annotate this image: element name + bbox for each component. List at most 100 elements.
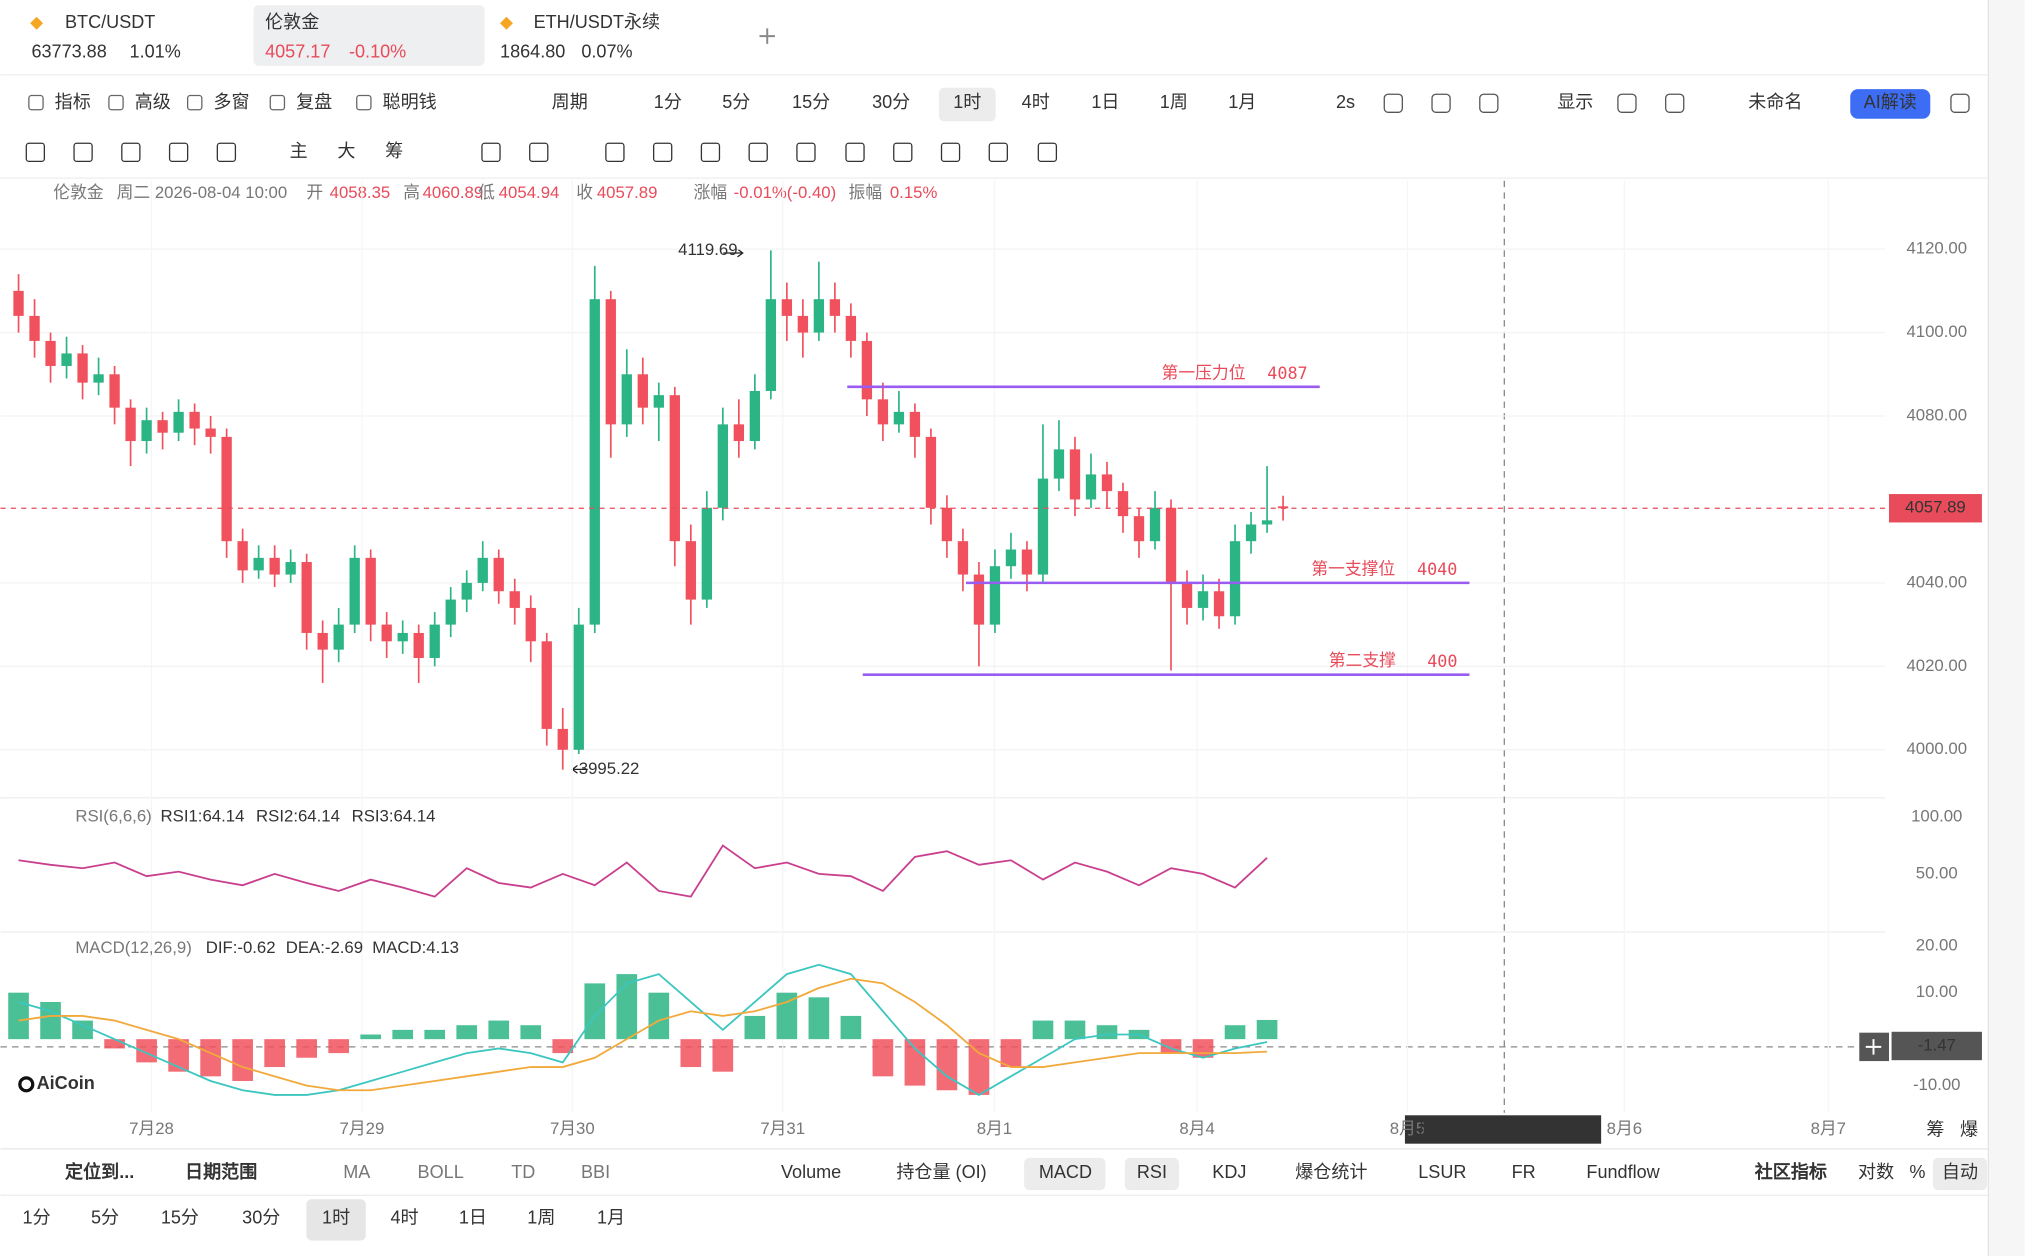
active-interval[interactable] (306, 1199, 366, 1241)
interval[interactable]: 1周 (1160, 92, 1188, 112)
draw-tool[interactable] (481, 142, 501, 163)
bottom-item[interactable]: 定位到... (65, 1161, 134, 1182)
draw-tool[interactable] (121, 142, 141, 163)
toolbar-item[interactable]: 指标 (55, 92, 91, 112)
draw-tool[interactable] (893, 142, 913, 163)
bottom-interval[interactable]: 1时 (322, 1207, 350, 1227)
tool-text[interactable]: 筹 (385, 141, 403, 161)
bottom-interval[interactable]: 1分 (23, 1207, 51, 1227)
candle-body (381, 624, 392, 642)
tool-icon[interactable] (1431, 93, 1451, 113)
bottom-item[interactable]: 社区指标 (1755, 1161, 1827, 1182)
candle-body (957, 541, 969, 575)
toolbar-right[interactable]: AI解读 (1864, 92, 1917, 112)
draw-tool[interactable] (940, 142, 961, 163)
tool-icon[interactable] (1617, 93, 1637, 113)
bottom-item[interactable]: MA (343, 1162, 371, 1182)
candle-body (829, 299, 841, 316)
draw-tool[interactable] (988, 142, 1008, 163)
bottom-item[interactable]: 爆仓统计 (1295, 1162, 1367, 1182)
toolbar-right[interactable]: 显示 (1557, 92, 1593, 112)
candle-body (1133, 516, 1145, 542)
tool-text[interactable]: 主 (290, 141, 308, 161)
candle-body (509, 591, 520, 608)
bottom-item[interactable]: 日期范围 (185, 1161, 257, 1182)
bottom-interval[interactable]: 4时 (390, 1207, 418, 1227)
interval[interactable]: 1月 (1228, 92, 1256, 112)
bottom-item[interactable]: Fundflow (1586, 1162, 1660, 1182)
draw-tool[interactable] (168, 142, 189, 163)
bottom-item[interactable]: BOLL (418, 1162, 464, 1182)
tool-text[interactable]: 大 (337, 141, 355, 161)
draw-tool[interactable] (216, 142, 237, 163)
interval[interactable]: 30分 (872, 92, 910, 112)
bottom-item[interactable]: 自动 (1942, 1162, 1978, 1182)
bottom-item[interactable]: % (1909, 1162, 1925, 1182)
toolbar-item[interactable]: 复盘 (296, 92, 332, 112)
add-tab[interactable] (759, 28, 775, 44)
draw-tool[interactable] (700, 142, 721, 163)
tool-icon[interactable] (1479, 93, 1499, 113)
toolbar-right[interactable]: 未命名 (1748, 92, 1802, 112)
bottom-interval[interactable]: 30分 (242, 1207, 280, 1227)
draw-tool[interactable] (73, 142, 93, 163)
tab-name[interactable]: ETH/USDT永续 (534, 12, 660, 32)
indicator-title: MACD(12,26,9) (75, 938, 191, 957)
bottom-item[interactable]: RSI (1137, 1162, 1167, 1182)
toolbar-item[interactable]: 高级 (135, 92, 171, 112)
interval[interactable]: 1日 (1091, 92, 1119, 112)
y-tick-label: 4120.00 (1906, 239, 1967, 258)
level-tag: 4040 (1417, 559, 1457, 579)
draw-tool[interactable] (845, 142, 865, 163)
draw-tool[interactable] (652, 142, 673, 163)
bottom-interval[interactable]: 1月 (597, 1207, 625, 1227)
candle-body (525, 607, 536, 642)
bottom-item[interactable]: FR (1512, 1162, 1536, 1182)
interval[interactable]: 1时 (953, 92, 981, 112)
tab-name[interactable]: 伦敦金 (265, 12, 319, 32)
toolbar-item[interactable]: 周期 (552, 92, 588, 112)
interval[interactable]: 4时 (1022, 92, 1050, 112)
x-tick-label: 7月29 (340, 1119, 385, 1138)
draw-tool[interactable] (529, 142, 549, 163)
active-interval[interactable] (938, 87, 996, 122)
bottom-item[interactable]: Volume (781, 1162, 841, 1182)
candle-body (749, 390, 761, 442)
active-tab[interactable] (253, 5, 485, 66)
active-scale[interactable] (1932, 1157, 1988, 1191)
bottom-interval[interactable]: 5分 (91, 1207, 119, 1227)
draw-tool[interactable] (1037, 142, 1058, 163)
draw-tool[interactable] (25, 142, 46, 163)
bottom-item[interactable]: KDJ (1212, 1162, 1246, 1182)
draw-tool[interactable] (796, 142, 816, 163)
toolbar-right[interactable]: 2s (1336, 92, 1355, 112)
logo: AiCoin (37, 1073, 95, 1093)
ai-button[interactable] (1850, 89, 1931, 119)
tool-icon[interactable] (1950, 93, 1970, 113)
toolbar-item[interactable]: 多窗 (213, 92, 249, 112)
bottom-interval[interactable]: 1周 (527, 1207, 555, 1227)
interval[interactable]: 15分 (792, 92, 830, 112)
bottom-item[interactable]: LSUR (1418, 1162, 1466, 1182)
bottom-item[interactable]: 对数 (1858, 1162, 1894, 1182)
bottom-item[interactable]: TD (511, 1162, 535, 1182)
draw-tool[interactable] (748, 142, 768, 163)
active-indicator[interactable] (1024, 1157, 1106, 1191)
toolbar-item[interactable]: 聪明钱 (383, 92, 437, 112)
bottom-item[interactable]: 持仓量 (OI) (896, 1162, 986, 1182)
interval[interactable]: 5分 (722, 92, 750, 112)
candle-body (941, 507, 953, 542)
bottom-interval[interactable]: 15分 (161, 1207, 199, 1227)
active-indicator[interactable] (1124, 1157, 1180, 1191)
draw-tool[interactable] (605, 142, 625, 163)
tab-name[interactable]: BTC/USDT (65, 12, 155, 32)
macd-bar (104, 1039, 125, 1049)
bottom-interval[interactable]: 1日 (459, 1207, 487, 1227)
bottom-item[interactable]: MACD (1039, 1162, 1092, 1182)
bottom-item[interactable]: BBI (581, 1162, 610, 1182)
tool-icon[interactable] (1665, 93, 1685, 113)
candle-body (845, 315, 857, 341)
interval[interactable]: 1分 (654, 92, 682, 112)
candle-body (557, 728, 568, 750)
tool-icon[interactable] (1383, 93, 1403, 113)
